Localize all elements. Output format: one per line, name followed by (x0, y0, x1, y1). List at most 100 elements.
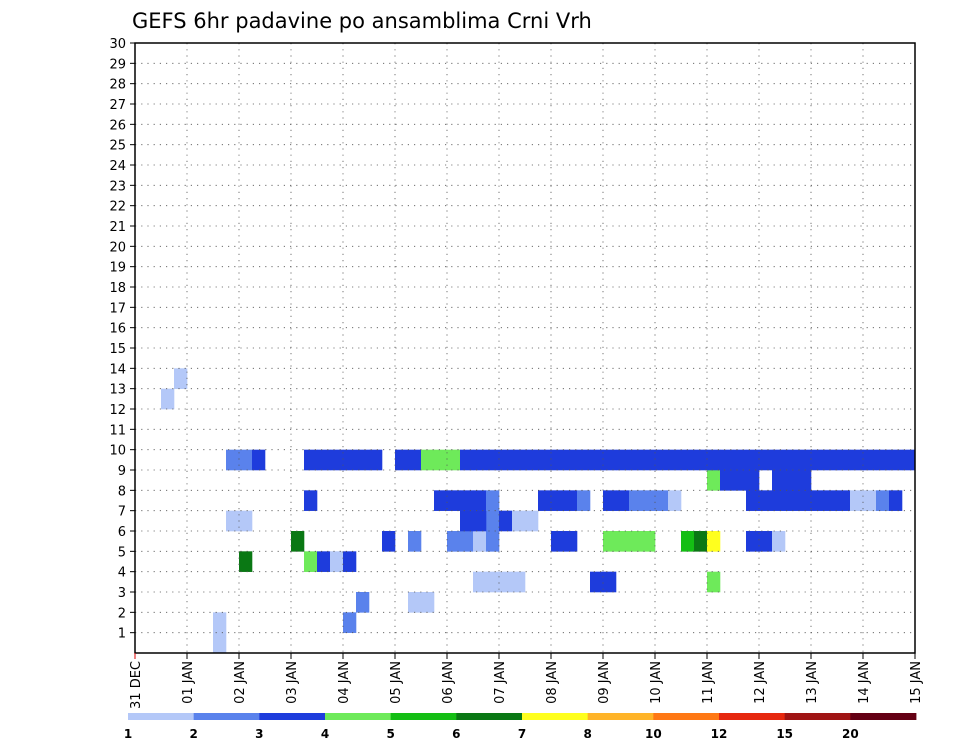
colorbar-label: 1 (124, 727, 132, 741)
heatmap-cell (707, 470, 721, 491)
heatmap-cell (317, 449, 331, 471)
heatmap-cell (707, 571, 721, 593)
heatmap-cell (642, 531, 656, 552)
heatmap-cell (902, 449, 916, 471)
colorbar-swatch (850, 713, 917, 720)
x-tick-label: 13 JAN (805, 661, 820, 704)
y-tick-label: 25 (109, 139, 126, 154)
colorbar-label: 4 (321, 727, 329, 741)
heatmap-cell (681, 449, 695, 471)
heatmap-cell (811, 449, 825, 471)
heatmap-cell (616, 531, 630, 552)
heatmap-cell (824, 490, 838, 511)
y-tick-label: 29 (109, 57, 126, 72)
heatmap-cell (798, 470, 812, 491)
heatmap-cell (382, 531, 396, 552)
x-axis-ticks: 31 DEC 01 JAN 02 JAN 03 JAN 04 JAN 05 JAN 06 J… (129, 653, 924, 709)
heatmap-cell (473, 449, 487, 471)
heatmap-cell (161, 388, 175, 410)
heatmap-cell (746, 470, 760, 491)
colorbar-label: 6 (452, 727, 460, 741)
heatmap-cell (577, 449, 591, 471)
heatmap-cell (408, 592, 422, 613)
heatmap-cell (668, 449, 682, 471)
heatmap-cell (772, 449, 786, 471)
y-tick-label: 5 (118, 545, 126, 560)
heatmap-cell (850, 449, 864, 471)
x-tick-label: 15 JAN (909, 661, 924, 704)
heatmap-cell (577, 490, 591, 511)
x-tick-label: 02 JAN (233, 661, 248, 704)
heatmap-cell (525, 510, 539, 532)
heatmap-cell (772, 470, 786, 491)
heatmap-cell (694, 531, 708, 552)
y-tick-label: 8 (118, 484, 126, 499)
heatmap-cell (499, 510, 513, 532)
heatmap-cell (226, 510, 240, 532)
heatmap-cell (707, 531, 721, 552)
heatmap-cell (512, 510, 526, 532)
heatmap-cell (499, 449, 513, 471)
heatmap-cell (499, 571, 513, 593)
x-tick-label: 12 JAN (753, 661, 768, 704)
heatmap-cell (460, 449, 474, 471)
heatmap-cell (356, 592, 370, 613)
heatmap-cell (239, 551, 253, 572)
heatmap-cell (590, 449, 604, 471)
y-tick-label: 26 (109, 118, 126, 133)
y-axis-ticks: 1234567891011121314151617181920212223242… (109, 37, 135, 642)
colorbar-swatch (259, 713, 326, 720)
x-tick-label: 06 JAN (441, 661, 456, 704)
heatmap-cell (811, 490, 825, 511)
heatmap-cell (733, 470, 747, 491)
heatmap-cell (486, 571, 500, 593)
heatmap-cell (304, 449, 318, 471)
heatmap-cell (564, 531, 578, 552)
x-tick-label: 05 JAN (389, 661, 404, 704)
heatmap-cell (486, 490, 500, 511)
heatmap-cell (551, 490, 565, 511)
heatmap-cell (694, 449, 708, 471)
colorbar-swatch (522, 713, 589, 720)
heatmap-cell (473, 571, 487, 593)
heatmap-cell (629, 490, 643, 511)
heatmap-cell (876, 490, 890, 511)
x-tick-label: 08 JAN (545, 661, 560, 704)
heatmap-cell (772, 490, 786, 511)
y-tick-label: 7 (118, 505, 126, 520)
colorbar-swatch (587, 713, 654, 720)
y-tick-label: 20 (109, 240, 126, 255)
heatmap-cell (629, 449, 643, 471)
colorbar-label: 10 (645, 727, 662, 741)
heatmap-cell (473, 490, 487, 511)
heatmap-cell (590, 571, 604, 593)
y-tick-label: 14 (109, 362, 126, 377)
heatmap-cell (486, 531, 500, 552)
x-tick-label: 11 JAN (701, 661, 716, 704)
heatmap-cell (473, 510, 487, 532)
heatmap-cell (356, 449, 370, 471)
y-tick-label: 11 (109, 423, 126, 438)
heatmap-cell (824, 449, 838, 471)
heatmap-cell (837, 449, 851, 471)
x-tick-label: 14 JAN (857, 661, 872, 704)
heatmap-cell (603, 571, 617, 593)
heatmap-cell (863, 449, 877, 471)
plot-grid (135, 42, 915, 653)
heatmap-cell (785, 449, 799, 471)
heatmap-cell (473, 531, 487, 552)
y-tick-label: 9 (118, 464, 126, 479)
heatmap-cell (447, 531, 461, 552)
colorbar-label: 8 (583, 727, 591, 741)
colorbar-label: 12 (711, 727, 728, 741)
heatmap-cell (642, 490, 656, 511)
heatmap-cell (616, 449, 630, 471)
heatmap-cell (551, 531, 565, 552)
heatmap-cell (538, 449, 552, 471)
x-tick-label: 10 JAN (649, 661, 664, 704)
y-tick-label: 17 (109, 301, 126, 316)
heatmap-cell (681, 531, 695, 552)
heatmap-cell (447, 449, 461, 471)
heatmap-cell (759, 531, 773, 552)
